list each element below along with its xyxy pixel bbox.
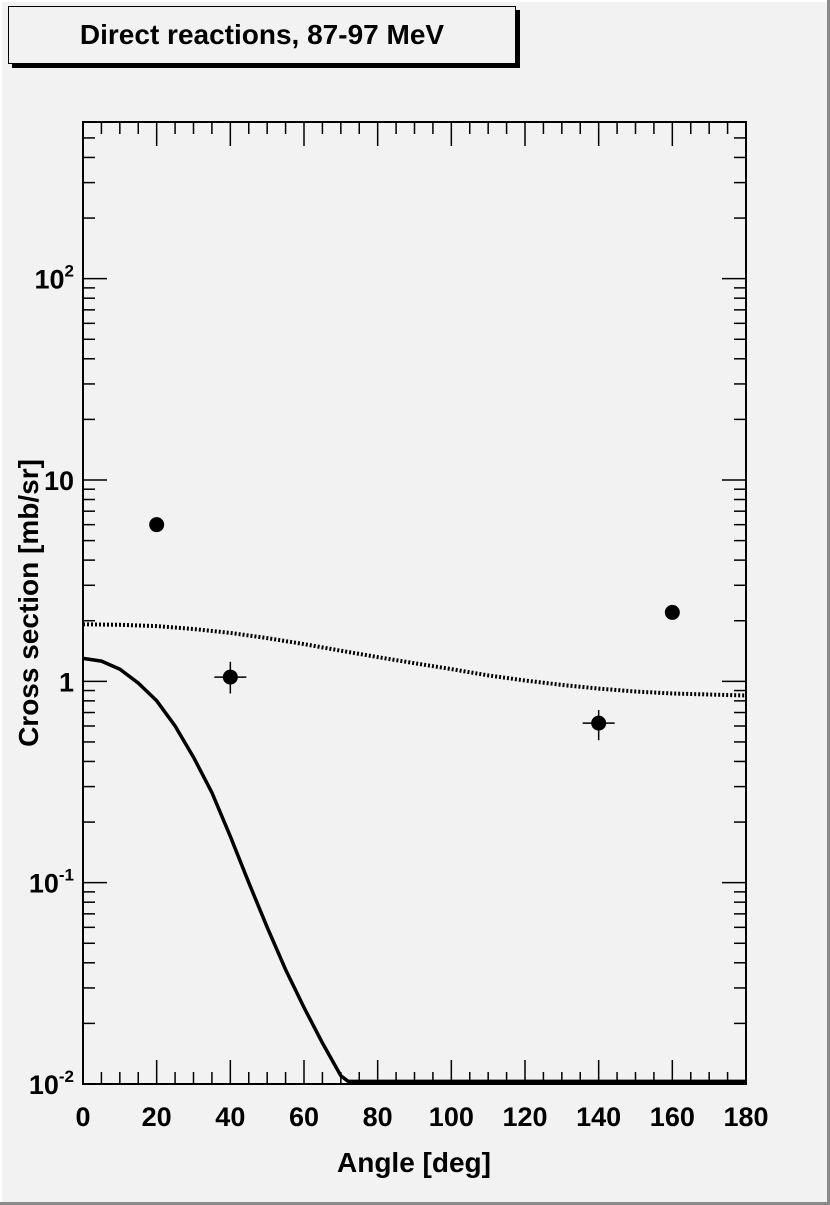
x-tick-label: 120 [502,1102,547,1132]
y-tick-label: 102 [34,262,74,295]
y-axis-label: Cross section [mb/sr] [13,459,44,747]
x-tick-label: 180 [723,1102,768,1132]
data-point [149,517,165,533]
y-tick-label: 10-1 [29,866,74,899]
y-tick-labels: 10-2 10-1 1 10 102 [29,262,74,1100]
model-curves [82,622,747,1084]
x-tick-label: 100 [429,1102,474,1132]
data-point [664,604,680,620]
y-tick-label: 10-2 [29,1067,74,1100]
canvas-frame-right [827,0,830,1205]
data-point [591,715,607,731]
x-axis-label: Angle [deg] [337,1147,491,1178]
axis-ticks [82,121,747,1085]
data-point [222,669,238,685]
chart-title: Direct reactions, 87-97 MeV [79,19,445,50]
y-tick-label: 1 [59,667,74,697]
canvas-frame-left [0,0,2,1205]
plot-frame [82,121,747,1085]
x-tick-label: 80 [363,1102,393,1132]
x-tick-label: 160 [650,1102,695,1132]
model-curve-solid [82,656,746,1084]
x-tick-label: 0 [75,1102,90,1132]
canvas-frame-bottom [0,1202,830,1205]
x-tick-label: 40 [215,1102,245,1132]
model-curve-dotted [82,622,747,698]
chart-title-box: Direct reactions, 87-97 MeV [8,6,516,64]
data-points [149,517,680,741]
x-tick-label: 60 [289,1102,319,1132]
x-tick-labels: 0 20 40 60 80 100 120 140 160 180 [75,1102,768,1132]
x-tick-label: 140 [576,1102,621,1132]
canvas-frame-top [0,0,830,2]
y-tick-label: 10 [44,466,74,496]
x-tick-label: 20 [142,1102,172,1132]
